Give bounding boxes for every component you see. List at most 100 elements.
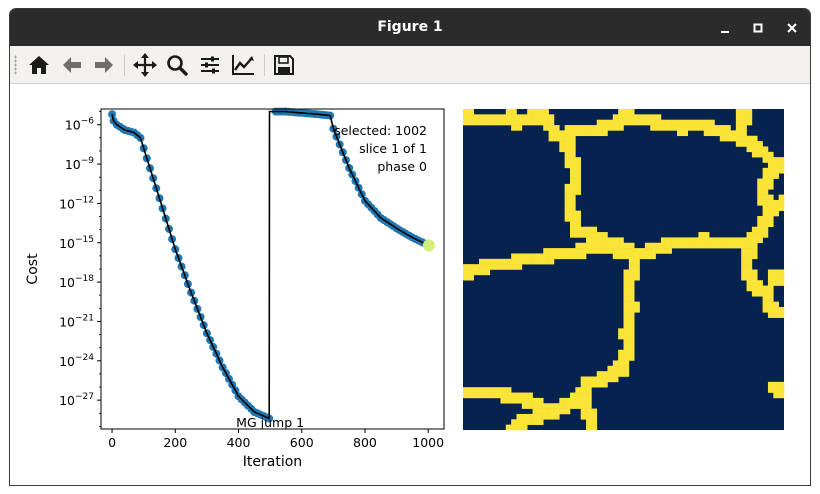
boundary-pixel (639, 119, 646, 126)
boundary-pixel (575, 253, 581, 260)
boundary-pixel (618, 328, 624, 334)
boundary-pixel (725, 130, 731, 137)
boundary-pixel (767, 285, 774, 292)
boundary-pixel (773, 306, 779, 313)
boundary-pixel (623, 253, 630, 260)
grain-boundaries (463, 109, 785, 431)
boundary-pixel (677, 237, 683, 244)
boundary-pixel (564, 216, 571, 222)
boundary-pixel (570, 392, 576, 399)
boundary-pixel (591, 419, 598, 425)
boundary-pixel (757, 237, 763, 244)
boundary-pixel (521, 119, 528, 126)
boundary-pixel (596, 119, 603, 126)
boundary-pixel (516, 424, 523, 431)
close-icon[interactable] (782, 18, 802, 38)
boundary-pixel (564, 205, 571, 211)
boundary-pixel (570, 403, 576, 409)
boundary-pixel (607, 237, 614, 244)
selected-point-highlight (422, 239, 435, 252)
boundary-pixel (548, 119, 555, 126)
minimize-icon[interactable] (715, 18, 735, 38)
boundary-pixel (628, 280, 635, 286)
boundary-pixel (703, 242, 710, 249)
boundary-pixel (714, 242, 721, 249)
boundary-pixel (762, 178, 769, 185)
boundary-pixel (564, 397, 571, 404)
figure-canvas: 0 200 400 600 800 1000 10−6 10−9 10−12 10−15 10−18… (10, 84, 810, 485)
boundary-pixel (628, 109, 635, 115)
boundary-pixel (628, 328, 635, 334)
boundary-pixel (532, 403, 539, 409)
boundary-pixel (677, 125, 683, 131)
x-tick-label: 400 (227, 435, 251, 450)
boundary-pixel (773, 280, 779, 286)
boundary-pixel (602, 248, 608, 254)
boundary-pixel (516, 392, 523, 399)
boundary-pixel (596, 242, 603, 249)
boundary-pixel (516, 413, 523, 420)
boundary-pixel (778, 387, 785, 393)
phase-annotation: phase 0 (377, 159, 427, 174)
boundary-pixel (543, 114, 549, 120)
boundary-pixel (602, 371, 608, 377)
boundary-pixel (586, 392, 592, 399)
zoom-button[interactable] (164, 52, 190, 78)
boundary-pixel (570, 397, 576, 404)
boundary-pixel (628, 312, 635, 318)
boundary-pixel (644, 119, 651, 126)
boundary-pixel (757, 178, 763, 185)
boundary-pixel (671, 119, 678, 126)
boundary-pixel (580, 381, 587, 388)
boundary-pixel (570, 189, 576, 195)
boundary-pixel (634, 306, 640, 313)
boundary-pixel (735, 114, 742, 120)
boundary-pixel (725, 135, 731, 142)
boundary-pixel (570, 130, 576, 137)
boundary-pixel (591, 413, 598, 420)
boundary-pixel (746, 248, 753, 254)
configure-subplots-button[interactable] (197, 52, 223, 78)
boundary-pixel (757, 232, 763, 238)
boundary-pixel (650, 253, 656, 260)
boundary-pixel (586, 237, 592, 244)
boundary-pixel (479, 269, 485, 276)
boundary-pixel (693, 237, 699, 244)
boundary-pixel (596, 232, 603, 238)
boundary-pixel (751, 285, 758, 292)
save-button[interactable] (271, 52, 297, 78)
boundary-pixel (586, 397, 592, 404)
boundary-pixel (559, 130, 565, 137)
boundary-pixel (628, 317, 635, 324)
pan-button[interactable] (132, 52, 158, 78)
boundary-pixel (575, 125, 581, 131)
boundary-pixel (628, 355, 635, 361)
boundary-pixel (575, 226, 581, 233)
boundary-pixel (746, 253, 753, 260)
boundary-pixel (575, 130, 581, 137)
boundary-pixel (773, 312, 779, 318)
boundary-pixel (463, 264, 469, 270)
boundary-pixel (548, 253, 555, 260)
boundary-pixel (521, 424, 528, 431)
boundary-pixel (741, 109, 747, 115)
boundary-pixel (730, 237, 737, 244)
slice-annotation: slice 1 of 1 (359, 141, 427, 156)
boundary-pixel (703, 130, 710, 137)
boundary-pixel (602, 130, 608, 137)
boundary-pixel (778, 312, 785, 318)
boundary-pixel (757, 221, 763, 227)
boundary-pixel (564, 135, 571, 142)
forward-button[interactable] (91, 52, 117, 78)
edit-axis-button[interactable] (230, 52, 256, 78)
boundary-pixel (628, 285, 635, 292)
boundary-pixel (543, 248, 549, 254)
boundary-pixel (586, 387, 592, 393)
home-button[interactable] (26, 52, 52, 78)
boundary-pixel (591, 408, 598, 415)
boundary-pixel (591, 226, 598, 233)
back-button[interactable] (59, 52, 85, 78)
maximize-icon[interactable] (748, 18, 768, 38)
boundary-pixel (735, 130, 742, 137)
boundary-pixel (628, 258, 635, 265)
